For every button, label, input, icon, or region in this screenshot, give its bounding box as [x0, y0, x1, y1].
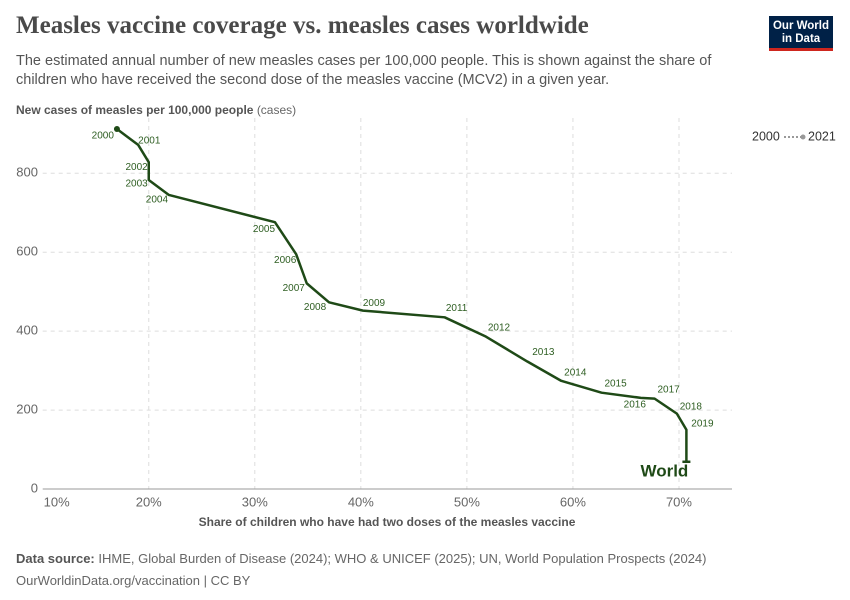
- chart: New cases of measles per 100,000 people …: [16, 103, 836, 529]
- x-tick-label: 70%: [666, 494, 692, 509]
- point-label: 2011: [446, 303, 468, 314]
- x-tick-label: 60%: [560, 494, 586, 509]
- time-start: 2000: [752, 129, 780, 143]
- time-legend[interactable]: 2000 2021: [752, 129, 836, 143]
- point-label: 2014: [564, 367, 587, 378]
- x-tick-label: 40%: [348, 494, 374, 509]
- y-tick-label: 600: [16, 244, 38, 259]
- y-label: New cases of measles per 100,000 people: [16, 103, 254, 117]
- point-label: 2000: [92, 131, 115, 142]
- source-line: Data source: IHME, Global Burden of Dise…: [16, 548, 707, 570]
- point-label: 2005: [253, 224, 276, 235]
- time-end: 2021: [808, 129, 836, 143]
- point-label: 2007: [283, 283, 306, 294]
- point-label: 2006: [274, 255, 297, 266]
- point-label: 2004: [146, 195, 169, 206]
- logo-line: in Data: [781, 33, 821, 45]
- point-label: 2009: [363, 298, 386, 309]
- footer: Data source: IHME, Global Burden of Dise…: [16, 548, 707, 592]
- point-label: 2008: [304, 302, 327, 313]
- point-label: 2012: [488, 322, 511, 333]
- y-tick-label: 400: [16, 323, 38, 338]
- logo-line: Our World: [772, 20, 829, 32]
- y-tick-label: 200: [16, 402, 38, 417]
- series-line: [116, 128, 688, 462]
- point-label: 2019: [691, 418, 714, 429]
- y-unit: (cases): [257, 103, 296, 117]
- chart-title: Measles vaccine coverage vs. measles cas…: [16, 12, 589, 39]
- x-tick-label: 20%: [136, 494, 162, 509]
- series-name: World: [640, 461, 688, 480]
- point-label: 2018: [680, 401, 703, 412]
- point-label: 2015: [604, 378, 627, 389]
- point-label: 2016: [624, 399, 647, 410]
- point-label: 2017: [657, 384, 680, 395]
- chart-subtitle: The estimated annual number of new measl…: [16, 53, 712, 88]
- y-tick-label: 800: [16, 165, 38, 180]
- start-point: [113, 126, 120, 133]
- source: IHME, Global Burden of Disease (2024); W…: [98, 551, 707, 566]
- x-tick-label: 30%: [242, 494, 268, 509]
- point-label: 2001: [138, 135, 161, 146]
- point-label: 2002: [125, 162, 148, 173]
- x-tick-label: 10%: [44, 494, 70, 509]
- logo[interactable]: Our World in Data: [769, 16, 833, 51]
- y-axis-label: New cases of measles per 100,000 people …: [16, 103, 296, 117]
- x-tick-label: 50%: [454, 494, 480, 509]
- url-license[interactable]: OurWorldinData.org/vaccination | CC BY: [16, 573, 251, 588]
- time-arrow-head: [800, 134, 806, 140]
- point-label: 2003: [125, 179, 148, 190]
- source-label: Data source:: [16, 551, 95, 566]
- x-axis-label: Share of children who have had two doses…: [199, 515, 576, 529]
- y-tick-label: 0: [31, 480, 38, 495]
- point-label: 2013: [532, 347, 555, 358]
